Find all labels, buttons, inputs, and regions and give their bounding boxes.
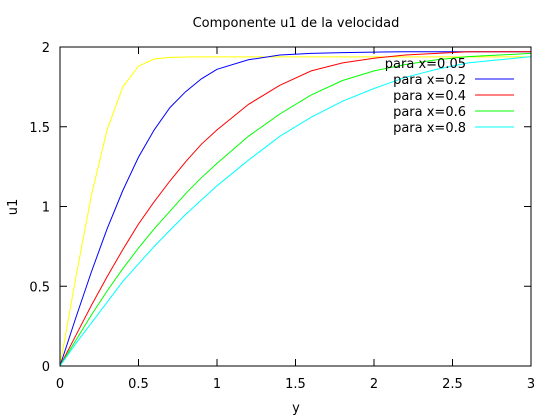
x-axis-label: y: [292, 401, 300, 416]
y-tick-label: 1.5: [29, 121, 50, 136]
axes: 0 0.5 1 1.5 2 2.5 3 0 0.5 1 1.5 2: [29, 41, 535, 392]
legend-label: para x=0.8: [393, 121, 466, 136]
x-tick-label: 3: [527, 377, 535, 392]
x-tick-label: 2.5: [442, 377, 463, 392]
series-line-5: [59, 56, 532, 367]
y-axis-label: u1: [6, 199, 21, 216]
series-line-4: [59, 52, 532, 367]
legend-label: para x=0.4: [393, 89, 466, 104]
series-line-2: [59, 51, 531, 367]
y-tick-label: 0.5: [29, 280, 50, 295]
chart-title: Componente u1 de la velocidad: [193, 16, 400, 31]
x-tick-label: 0.5: [128, 377, 149, 392]
series-line-1: [59, 56, 531, 367]
legend-label: para x=0.05: [385, 57, 466, 72]
x-tick-label: 0: [56, 377, 64, 392]
legend-label: para x=0.6: [393, 105, 466, 120]
plot-area: [59, 51, 532, 367]
series-line-3: [59, 51, 531, 367]
y-tick-label: 2: [42, 41, 50, 56]
x-tick-label: 1: [213, 377, 221, 392]
y-tick-label: 0: [42, 360, 50, 375]
legend-label: para x=0.2: [393, 73, 466, 88]
y-tick-label: 1: [42, 201, 50, 216]
x-tick-label: 2: [370, 377, 378, 392]
x-tick-label: 1.5: [285, 377, 306, 392]
